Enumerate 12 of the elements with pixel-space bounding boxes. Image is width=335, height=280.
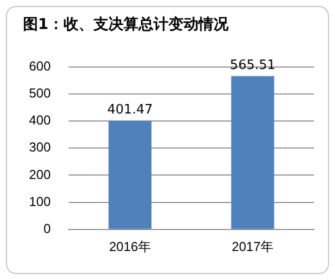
data-label: 401.47	[107, 102, 153, 118]
y-tick-label: 400	[28, 112, 51, 128]
y-tick-label: 600	[28, 58, 51, 74]
y-tick-label: 0	[43, 220, 51, 236]
y-tick-label: 200	[28, 166, 51, 182]
x-tick-label: 2017年	[232, 238, 274, 254]
y-tick-label: 500	[28, 85, 51, 100]
x-tick-label: 2016年	[109, 238, 151, 254]
y-tick-label: 300	[28, 140, 51, 155]
chart-title: 图1：收、支决算总计变动情况	[23, 15, 228, 34]
y-tick-label: 100	[28, 194, 51, 209]
data-label: 565.51	[230, 58, 276, 74]
